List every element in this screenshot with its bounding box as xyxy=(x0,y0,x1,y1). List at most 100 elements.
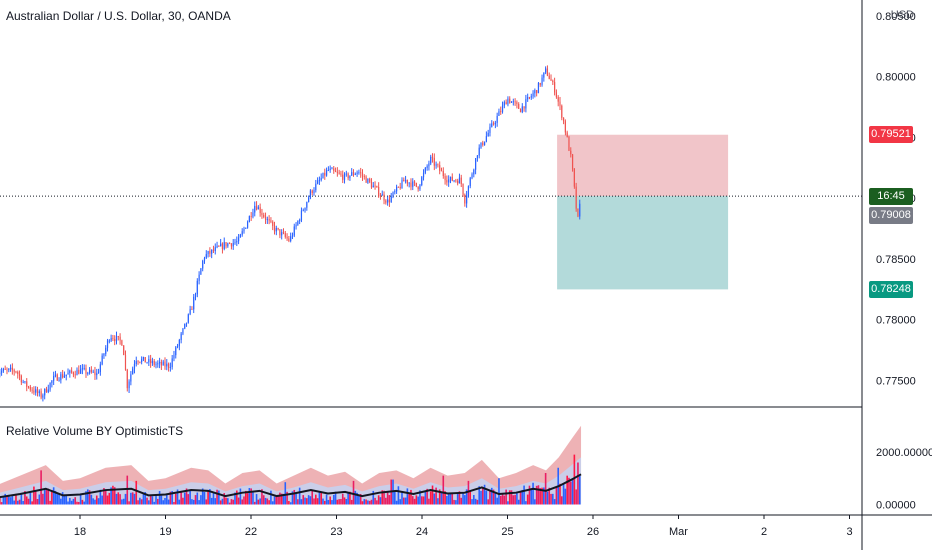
volume-bar xyxy=(394,490,396,505)
candle-body xyxy=(334,170,337,172)
volume-bar xyxy=(451,493,454,505)
volume-bar xyxy=(289,502,292,505)
candle-body xyxy=(338,172,340,174)
volume-bar xyxy=(350,499,353,505)
candle-body xyxy=(534,90,536,94)
candle-body xyxy=(74,374,76,376)
candle-body xyxy=(83,368,85,369)
volume-bar xyxy=(399,499,401,505)
volume-bar xyxy=(385,497,387,505)
volume-bar xyxy=(395,500,398,505)
candle-body xyxy=(128,381,130,389)
volume-bar xyxy=(216,489,218,505)
relative-volume-series xyxy=(0,425,582,505)
candle-body xyxy=(498,111,500,116)
indicator-axis: 0.00000 2000.00000 xyxy=(876,447,932,512)
candle-body xyxy=(430,156,432,164)
candle-body xyxy=(568,136,570,151)
volume-bar xyxy=(31,501,33,505)
volume-bar xyxy=(167,499,170,505)
volume-bar xyxy=(447,494,450,505)
volume-bar xyxy=(424,491,427,505)
volume-bar xyxy=(376,500,378,505)
indicator-title[interactable]: Relative Volume BY OptimisticTS xyxy=(6,424,184,438)
candle-body xyxy=(239,234,241,238)
candle-body xyxy=(234,242,236,244)
volume-bar xyxy=(503,495,506,505)
volume-bar xyxy=(541,487,543,505)
candle-body xyxy=(415,182,417,187)
position-tool[interactable] xyxy=(0,134,862,290)
volume-bar xyxy=(110,487,112,505)
volume-bar xyxy=(562,483,565,505)
volume-bar xyxy=(234,492,236,505)
volume-bar xyxy=(573,454,576,505)
volume-bar xyxy=(295,494,297,505)
volume-bar xyxy=(325,494,328,505)
candle-body xyxy=(327,170,329,171)
volume-bar xyxy=(571,478,574,505)
candle-body xyxy=(164,361,166,367)
candle-body xyxy=(546,68,549,76)
symbol-title[interactable]: Australian Dollar / U.S. Dollar, 30, OAN… xyxy=(6,9,231,23)
candle-body xyxy=(555,92,558,98)
candle-body xyxy=(453,180,455,182)
candle-body xyxy=(345,173,347,175)
candle-body xyxy=(18,374,21,376)
candle-body xyxy=(324,172,326,176)
indicator-tick-label: 0.00000 xyxy=(876,500,916,512)
time-axis[interactable]: 18 19 22 23 24 25 26 Mar 2 3 xyxy=(74,515,853,538)
volume-bar xyxy=(169,491,172,505)
volume-bar xyxy=(352,480,355,505)
candle-body xyxy=(194,294,197,297)
volume-bar xyxy=(492,489,495,505)
volume-bar xyxy=(52,487,55,505)
volume-bar xyxy=(368,500,371,505)
volume-bar xyxy=(487,499,489,505)
volume-bar xyxy=(460,497,463,505)
candle-body xyxy=(433,158,435,166)
stop-loss-zone[interactable] xyxy=(557,134,729,197)
candle-body xyxy=(169,367,171,368)
volume-bar xyxy=(85,491,87,505)
candle-body xyxy=(444,176,446,181)
volume-bar xyxy=(370,499,373,505)
volume-bar xyxy=(155,494,157,505)
candle-body xyxy=(0,371,3,373)
volume-bar xyxy=(201,488,204,505)
take-profit-zone[interactable] xyxy=(557,196,729,290)
candlestick-series[interactable] xyxy=(0,65,581,402)
volume-bar xyxy=(131,492,134,505)
volume-bar xyxy=(358,495,360,505)
volume-bar xyxy=(526,494,529,505)
candle-body xyxy=(216,245,218,248)
candle-body xyxy=(291,235,294,237)
volume-bar xyxy=(304,497,306,505)
volume-bar xyxy=(200,495,202,505)
candle-body xyxy=(63,375,66,378)
candle-body xyxy=(379,195,382,197)
candle-body xyxy=(363,176,365,177)
candle-body xyxy=(317,180,319,184)
volume-bar xyxy=(458,491,461,505)
candle-body xyxy=(150,359,152,364)
candle-body xyxy=(505,102,507,105)
volume-bar xyxy=(119,494,121,505)
candle-body xyxy=(92,371,94,373)
volume-bar xyxy=(354,490,357,505)
volume-bar xyxy=(302,495,305,505)
candle-body xyxy=(148,359,150,363)
volume-bar xyxy=(20,493,23,505)
volume-bar xyxy=(270,490,272,505)
volume-bar xyxy=(115,493,118,505)
volume-bar xyxy=(4,493,6,505)
candle-body xyxy=(473,169,475,175)
candle-body xyxy=(106,340,109,348)
candle-body xyxy=(261,213,263,215)
candle-body xyxy=(385,200,387,203)
candle-body xyxy=(279,229,281,236)
candle-body xyxy=(361,173,364,177)
candle-body xyxy=(394,191,396,193)
candle-body xyxy=(559,101,561,106)
